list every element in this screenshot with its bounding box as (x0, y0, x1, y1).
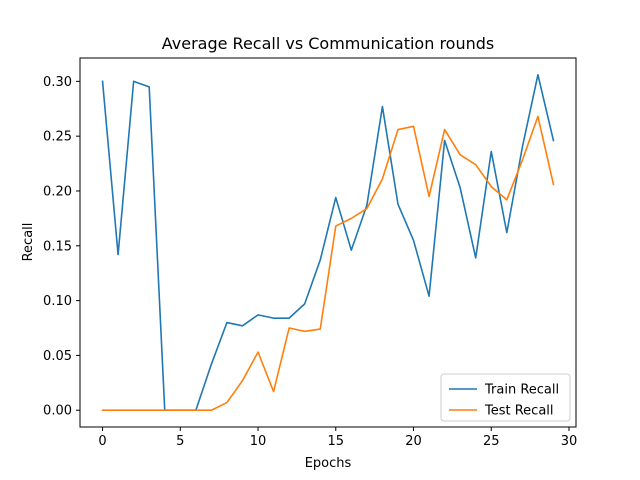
x-tick-label: 5 (176, 434, 184, 449)
y-tick-label: 0.10 (43, 294, 72, 309)
chart-title: Average Recall vs Communication rounds (162, 34, 494, 53)
y-tick-label: 0.00 (43, 404, 72, 419)
y-axis-title: Recall (21, 223, 36, 262)
x-tick-label: 0 (98, 434, 106, 449)
series-line-train-recall (101, 73, 555, 412)
axes-frame (79, 57, 577, 428)
series-layer (101, 73, 555, 412)
y-tick-label: 0.05 (43, 349, 72, 364)
ticks-layer: 0 5 10 15 20 25 30 0.00 0.05 0.10 0.15 0.20 0.25 0.30 (43, 75, 577, 449)
series-line-test-recall (101, 115, 555, 412)
x-tick-label: 25 (483, 434, 500, 449)
x-tick-label: 30 (561, 434, 578, 449)
x-tick-label: 20 (405, 434, 422, 449)
x-tick-label: 10 (250, 434, 267, 449)
legend: Train Recall Test Recall (440, 373, 571, 422)
y-tick-label: 0.25 (43, 130, 72, 145)
y-tick-label: 0.15 (43, 239, 72, 254)
x-axis-title: Epochs (305, 456, 352, 471)
legend-label: Test Recall (484, 404, 554, 419)
x-tick-label: 15 (328, 434, 345, 449)
y-tick-label: 0.30 (43, 75, 72, 90)
legend-label: Train Recall (484, 383, 559, 398)
y-tick-label: 0.20 (43, 184, 72, 199)
